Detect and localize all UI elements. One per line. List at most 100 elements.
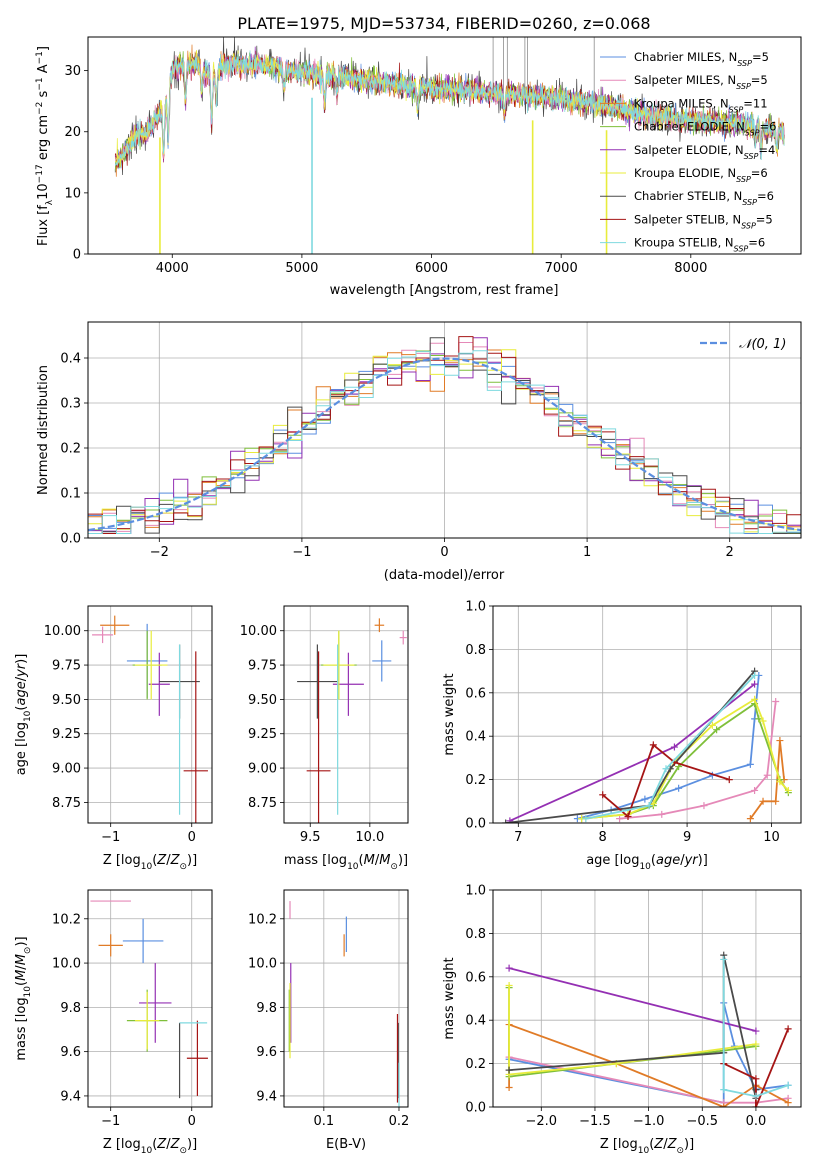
label-part: λ [45,199,55,205]
y-tick-label: 0.2 [60,442,81,457]
y-tick-label: 0.2 [465,773,486,788]
series-salpeter-miles [616,697,780,823]
y-tick-label: 0.4 [60,352,81,367]
series-kroupa-miles [746,737,788,823]
series-marker [708,721,716,729]
label-part: ( [359,853,364,868]
series-kroupa-elodie [578,695,792,823]
errorbar-kroupa-elodie [135,630,168,700]
label-part: )] [684,1137,694,1152]
label-part: )] [398,853,408,868]
label-part: 10 [23,986,33,998]
legend-suffix: =6 [751,166,768,180]
series-salpeter-elodie [505,964,760,1035]
errorbar-chabrier-miles [372,640,392,682]
x-tick-label: 0.0 [746,1114,767,1129]
x-axis-label: Z [log10(Z/Z⊙)] [600,1137,694,1156]
panel-weight-vs-Z: −2.0 −1.5 −1.0 −0.5 0.0 0.0 0.2 0.4 0.6 0.8 1.0 Z [… [442,884,802,1156]
y-tick-label: 9.25 [52,727,81,742]
y-tick-label: 10.0 [52,957,81,972]
legend-entry: Chabrier STELIB, NSSP=6 [634,189,774,207]
series-salpeter-stelib [599,741,733,820]
axes-frame [87,36,802,255]
label-part: s [36,90,51,101]
label-part: mass [log [14,997,29,1060]
y-tick-label: 0.0 [465,1101,486,1116]
legend-sub: SSP [737,59,752,68]
errorbar-kroupa-elodie [135,991,160,1050]
label-part: 10 [638,1146,650,1156]
label-part: wavelength [Angstrom, rest frame] [330,283,559,298]
series-marker [599,791,607,799]
legend-sub: SSP [745,128,760,137]
x-axis-label: (data-model)/error [384,568,505,583]
label-part: yr [14,662,29,678]
series-marker [751,695,759,703]
y-tick-label: 0.0 [465,817,486,832]
label-part: age [656,853,680,868]
y-tick-label: 0.2 [465,1057,486,1072]
x-axis-label: Z [log10(Z/Z⊙)] [103,853,197,872]
label-part: 10 [639,862,651,872]
label-part: erg cm [36,115,51,164]
label-part: age [14,681,29,705]
y-tick-label: 10.2 [248,912,277,927]
axes-frame [87,889,213,1108]
x-tick-label: −2 [150,545,169,560]
label-part: mass weight [442,673,457,755]
plot-area [288,901,400,1107]
x-tick-label: −1 [292,545,311,560]
x-tick-label: 4000 [156,261,189,276]
x-tick-label: 0.2 [389,1114,410,1129]
series-marker [505,981,513,989]
label-part: / [166,1137,171,1152]
series-marker [720,955,728,963]
x-tick-label: 0 [440,545,448,560]
y-tick-label: 10.00 [240,624,277,639]
label-part: ( [152,1137,157,1152]
label-part: mass [log [284,853,347,868]
legend-sub: SSP [744,151,759,160]
series-marker [505,1066,513,1074]
label-part: M [14,954,29,965]
y-axis-label: Flux [fλ10−17 erg cm−2 s−1 A−1] [35,46,55,246]
label-part: / [663,1137,668,1152]
label-part: M [364,853,375,868]
label-part: ( [14,706,29,711]
x-tick-label: 8 [599,830,607,845]
y-tick-label: 0.8 [465,927,486,942]
y-tick-label: 0 [73,248,81,263]
y-tick-label: 9.8 [256,1001,277,1016]
errorbar-salpeter-stelib [183,651,208,823]
plot-area [88,336,801,534]
series-marker [725,776,733,784]
series-line [619,701,777,820]
y-tick-label: 9.75 [52,659,81,674]
legend-label: Kroupa STELIB, N [634,236,734,250]
label-part: Z [log [600,1137,638,1152]
x-tick-label: −2.0 [526,1114,558,1129]
panel-age-vs-mass: 9.5 10.0 8.75 9.00 9.25 9.50 9.75 10.00 mass [lo… [240,605,409,872]
legend-sub: SSP [729,105,744,114]
legend-entry: Chabrier ELODIE, NSSP=6 [634,120,776,138]
legend-suffix: =5 [756,212,773,226]
legend-suffix: =6 [748,236,765,250]
series-marker [752,1027,760,1035]
y-tick-label: 0.0 [60,532,81,547]
legend-label: Chabrier STELIB, N [634,189,742,203]
label-part: ( [649,1137,654,1152]
series-marker [713,726,721,734]
y-tick-label: 9.4 [60,1089,81,1104]
axes-frame [492,889,802,1108]
legend-sub: SSP [741,221,756,230]
series-marker [746,815,754,823]
y-tick-label: 0.4 [465,1014,486,1029]
label-part: age [log [14,722,29,775]
histogram-kroupa-stelib [88,350,801,534]
x-tick-label: 2 [726,545,734,560]
legend-label: Kroupa MILES, N [634,96,729,110]
y-axis-label: Normed distribution [36,365,51,495]
series-marker [784,1025,792,1033]
